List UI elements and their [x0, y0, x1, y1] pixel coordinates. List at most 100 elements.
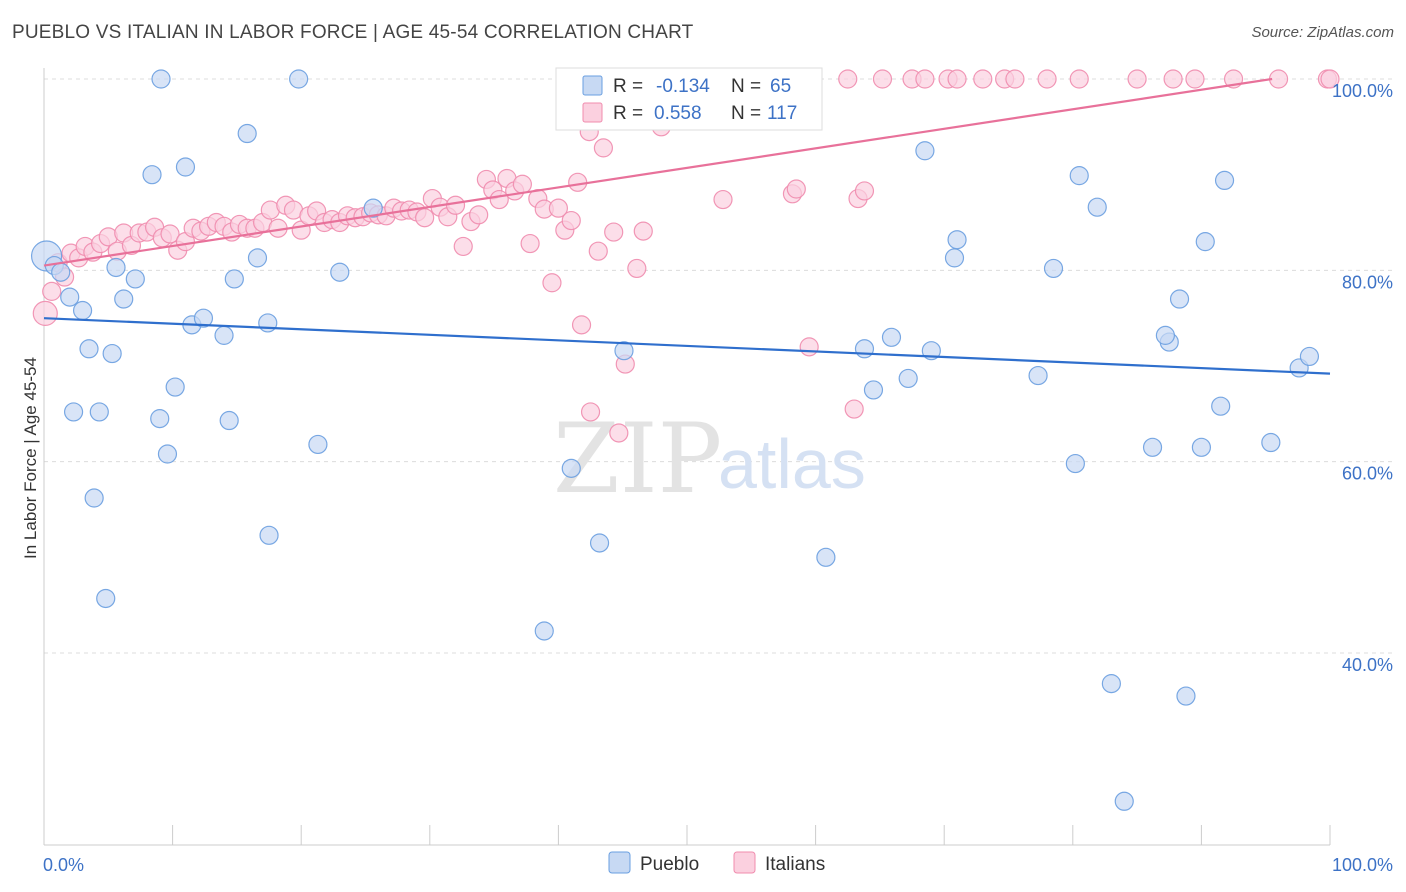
italians-point [799, 337, 819, 357]
pueblo-point [1191, 437, 1212, 457]
pueblo-point [63, 402, 84, 422]
italians-point [1320, 69, 1340, 89]
italians-point [548, 198, 569, 218]
pueblo-point [237, 123, 257, 144]
pueblo-point [1214, 170, 1235, 191]
pueblo-point [51, 262, 71, 282]
italians-point [786, 179, 806, 199]
bottom-legend-pueblo: Pueblo [640, 854, 699, 875]
italians-point [713, 189, 733, 210]
italians-point [1268, 69, 1289, 89]
pueblo-point [289, 69, 309, 89]
pueblo-point [1211, 396, 1231, 416]
bottom-legend: Pueblo Italians [608, 851, 825, 875]
grid-lines [44, 78, 1392, 654]
italians-point [561, 210, 581, 231]
pueblo-point [944, 248, 965, 268]
italians-point [1163, 69, 1183, 89]
pueblo-point [1087, 197, 1107, 217]
pueblo-point [151, 69, 171, 89]
bottom-legend-swatch-italians [733, 851, 756, 874]
legend-r-value-pueblo: -0.134 [656, 76, 710, 97]
pueblo-point [214, 325, 234, 345]
pueblo-point [219, 410, 239, 431]
pueblo-point [1028, 365, 1048, 386]
trend-lines [43, 77, 1331, 375]
axes [43, 68, 1331, 846]
pueblo-point [534, 621, 554, 641]
pueblo-point [84, 488, 104, 508]
italians-point [1185, 69, 1205, 89]
legend-r-label-pueblo: R = [613, 76, 643, 97]
italians-point [42, 281, 62, 301]
pueblo-point [330, 262, 350, 282]
pueblo-point [614, 341, 634, 361]
italians-point [520, 233, 540, 254]
y-tick-labels: 40.0% 60.0% 80.0% 100.0% [1332, 81, 1393, 675]
italians-point [580, 402, 601, 422]
pueblo-point [224, 269, 244, 289]
italians-point [609, 423, 629, 443]
italians-point [973, 69, 993, 89]
chart-source: Source: ZipAtlas.com [1251, 24, 1394, 41]
pueblo-point [72, 300, 93, 321]
x-tick-labels: 0.0% 100.0% [43, 855, 1393, 875]
italians-point [415, 208, 435, 228]
pueblo-point [1261, 432, 1281, 453]
italians-point [872, 69, 893, 89]
pueblo-trend-line [43, 317, 1331, 375]
pueblo-point [125, 269, 145, 289]
bottom-legend-italians: Italians [765, 854, 825, 875]
x-tick-label: 0.0% [43, 855, 84, 875]
italians-point [571, 315, 592, 335]
y-tick-label: 100.0% [1332, 81, 1393, 101]
italians-point [542, 273, 562, 293]
watermark: ZIP atlas [553, 403, 866, 515]
pueblo-point [1114, 791, 1134, 811]
pueblo-point [247, 248, 268, 268]
legend-r-value-italians: 0.558 [654, 103, 702, 124]
legend-r-label-italians: R = [613, 103, 643, 124]
italians-point [453, 236, 473, 257]
italians-point [588, 241, 608, 261]
legend-n-label-pueblo: N = [731, 76, 761, 97]
pueblo-point [1142, 437, 1163, 457]
pueblo-point [79, 339, 99, 359]
italians-point [627, 258, 647, 279]
pueblo-point [1169, 289, 1190, 309]
italians-point [160, 224, 180, 244]
pueblo-point [157, 444, 178, 464]
pueblo-point [363, 198, 383, 218]
y-tick-label: 60.0% [1342, 464, 1393, 484]
italians-point [1127, 69, 1147, 89]
watermark-zip: ZIP [553, 403, 722, 515]
pueblo-point [1043, 258, 1064, 279]
italians-point [633, 221, 653, 241]
pueblo-point [881, 327, 902, 347]
pueblo-point [165, 377, 185, 397]
pueblo-point [1101, 674, 1121, 694]
italians-point [1037, 69, 1057, 89]
italians-point [1069, 69, 1089, 89]
pueblo-point [106, 257, 126, 278]
pueblo-point [175, 157, 196, 177]
pueblo-point [1069, 166, 1089, 186]
y-tick-label: 80.0% [1342, 272, 1393, 292]
legend-swatch-pueblo [582, 75, 603, 96]
legend-swatch-italians [582, 102, 603, 123]
italians-point [593, 138, 614, 158]
pueblo-point [947, 230, 967, 250]
pueblo-point [1176, 686, 1196, 706]
italians-point [838, 69, 858, 89]
pueblo-point [561, 458, 581, 478]
pueblo-point [863, 380, 884, 400]
pueblo-point [96, 588, 116, 609]
pueblo-point [114, 289, 134, 309]
pueblo-point [102, 343, 122, 364]
italians-point [854, 181, 875, 201]
italians-point [844, 399, 864, 419]
italians-point [445, 195, 466, 215]
italians-point [512, 174, 532, 194]
pueblo-point [589, 533, 610, 553]
